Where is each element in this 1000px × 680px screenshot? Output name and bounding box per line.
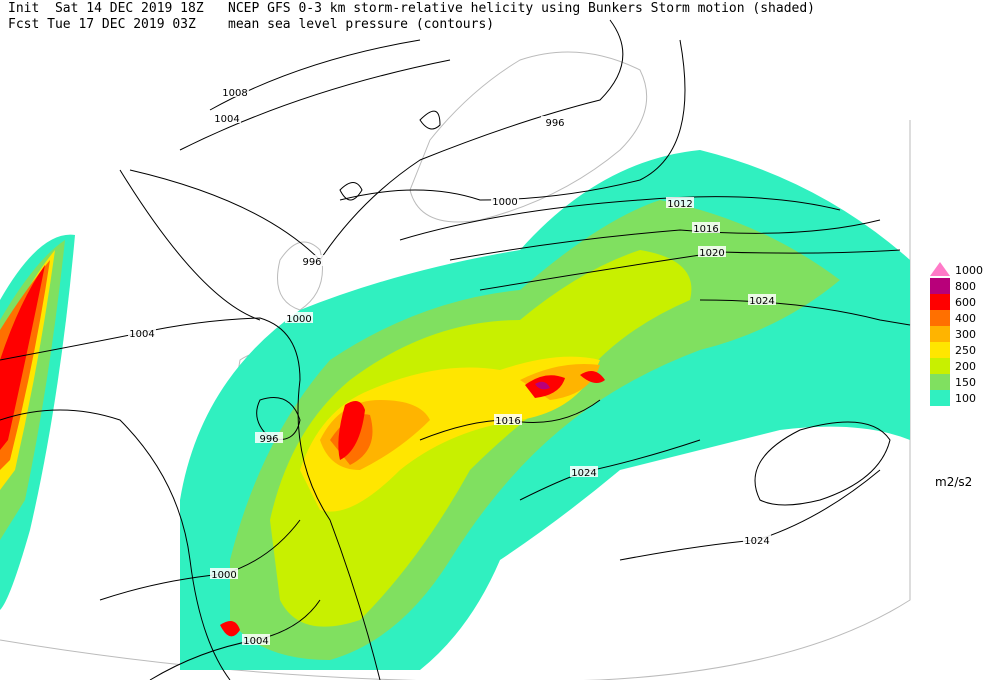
contour-label-bg <box>666 197 694 208</box>
contour-label-bg <box>570 466 598 477</box>
legend-swatch <box>930 390 950 406</box>
legend-label: 200 <box>955 360 976 373</box>
legend-label: 1000 <box>955 264 983 277</box>
contour-label-bg <box>255 432 283 443</box>
legend-swatch <box>930 294 950 310</box>
contour-label-bg <box>541 116 569 127</box>
fcst: Fcst Tue 17 DEC 2019 03Z <box>8 17 196 32</box>
subtitle: mean sea level pressure (contours) <box>228 17 495 32</box>
contour-label: 996 <box>302 257 321 268</box>
contour-label: 1024 <box>744 536 769 547</box>
contour-label: 1020 <box>699 248 724 259</box>
legend-swatch <box>930 310 950 326</box>
contour-label-bg <box>128 327 156 338</box>
contour-label-bg <box>743 534 771 545</box>
contour-label-bg <box>491 195 519 206</box>
contour-label: 1004 <box>243 636 268 647</box>
contour-label-bg <box>298 255 326 266</box>
legend-swatch <box>930 262 950 276</box>
unit: m2/s2 <box>935 475 973 489</box>
contour-label: 1004 <box>214 114 239 125</box>
contour-label: 1012 <box>667 199 692 210</box>
contour-label-bg <box>494 414 522 425</box>
legend-swatch <box>930 278 950 294</box>
legend-swatch <box>930 342 950 358</box>
contour-label: 1004 <box>129 329 154 340</box>
legend-label: 100 <box>955 392 976 405</box>
contour-label: 1024 <box>571 468 596 479</box>
title: NCEP GFS 0-3 km storm-relative helicity … <box>228 1 815 16</box>
legend-label: 800 <box>955 280 976 293</box>
legend-swatch <box>930 326 950 342</box>
contour-label: 1000 <box>286 314 311 325</box>
contour-label-bg <box>221 86 249 97</box>
legend-swatch <box>930 374 950 390</box>
helicity-shading <box>0 150 910 670</box>
contour-label-bg <box>692 222 720 233</box>
contour-label: 1016 <box>693 224 718 235</box>
contour-label: 996 <box>545 118 564 129</box>
legend-label: 600 <box>955 296 976 309</box>
contour-label: 1016 <box>495 416 520 427</box>
legend-label: 300 <box>955 328 976 341</box>
contour-label-bg <box>285 312 313 323</box>
init: Init Sat 14 DEC 2019 18Z <box>8 1 204 16</box>
contour-label-bg <box>213 112 241 123</box>
legend-label: 400 <box>955 312 976 325</box>
contour-label-bg <box>748 294 776 305</box>
contour-label: 996 <box>259 434 278 445</box>
legend: 1000 800 600 400 300 250 200 150 100 <box>930 262 983 406</box>
contour-label-bg <box>242 634 270 645</box>
contour-label-bg <box>698 246 726 257</box>
contour-label-bg <box>210 568 238 579</box>
contour-label: 1024 <box>749 296 774 307</box>
contour-labels: 1008 1004 996 1000 1012 1016 1020 1024 996 1000 10… <box>128 86 776 647</box>
legend-label: 250 <box>955 344 976 357</box>
legend-swatch <box>930 358 950 374</box>
contour-label: 1000 <box>492 197 517 208</box>
contour-label: 1008 <box>222 88 247 99</box>
legend-label: 150 <box>955 376 976 389</box>
contour-label: 1000 <box>211 570 236 581</box>
